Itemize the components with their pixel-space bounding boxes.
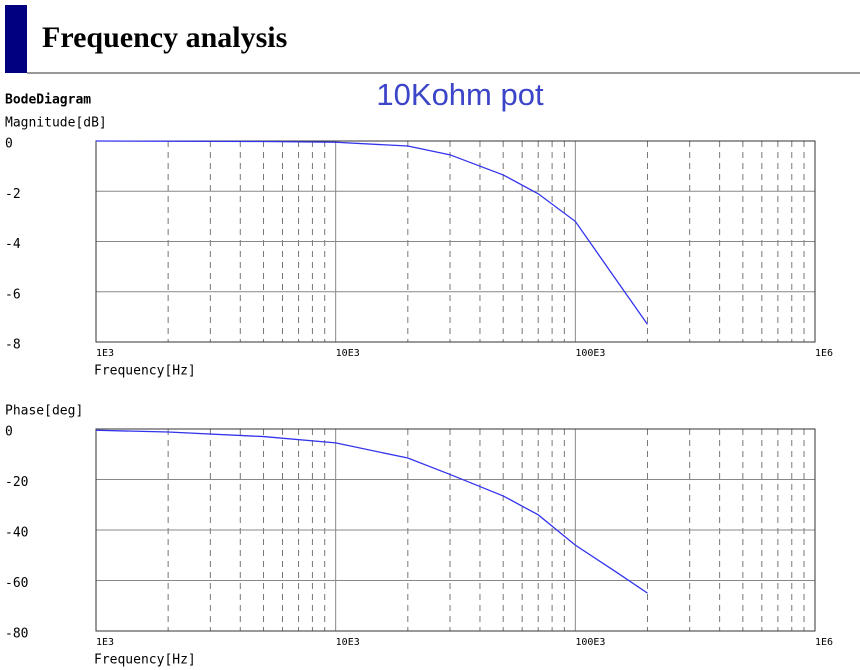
y-axis-label: Phase[deg] [5, 404, 83, 419]
x-tick-label: 100E3 [575, 348, 605, 359]
x-axis-label: Frequency[Hz] [94, 653, 196, 668]
y-tick-label: -80 [5, 627, 28, 642]
x-tick-label: 1E3 [96, 348, 114, 359]
y-tick-label: -4 [5, 237, 21, 252]
y-axis-label: Magnitude[dB] [5, 116, 107, 131]
chart-title: BodeDiagram [5, 93, 91, 108]
x-tick-label: 1E6 [815, 348, 833, 359]
x-tick-label: 10E3 [336, 637, 360, 648]
y-tick-label: -20 [5, 475, 28, 490]
x-tick-label: 10E3 [336, 348, 360, 359]
x-tick-label: 100E3 [575, 637, 605, 648]
y-tick-label: -60 [5, 576, 28, 591]
annotation: 10Kohm pot [376, 77, 544, 112]
y-tick-label: -8 [5, 338, 21, 353]
x-tick-label: 1E6 [815, 637, 833, 648]
y-tick-label: -6 [5, 287, 21, 302]
series-line [95, 140, 649, 325]
y-tick-label: -40 [5, 526, 28, 541]
x-tick-label: 1E3 [96, 637, 114, 648]
plot-frame [95, 140, 816, 343]
y-tick-label: -2 [5, 187, 21, 202]
y-tick-label: 0 [5, 137, 13, 152]
header-bar [5, 5, 27, 73]
x-axis-label: Frequency[Hz] [94, 364, 196, 379]
series-line [95, 429, 648, 594]
page-title: Frequency analysis [42, 21, 287, 54]
y-tick-label: 0 [5, 425, 13, 440]
plot-frame [95, 428, 816, 632]
